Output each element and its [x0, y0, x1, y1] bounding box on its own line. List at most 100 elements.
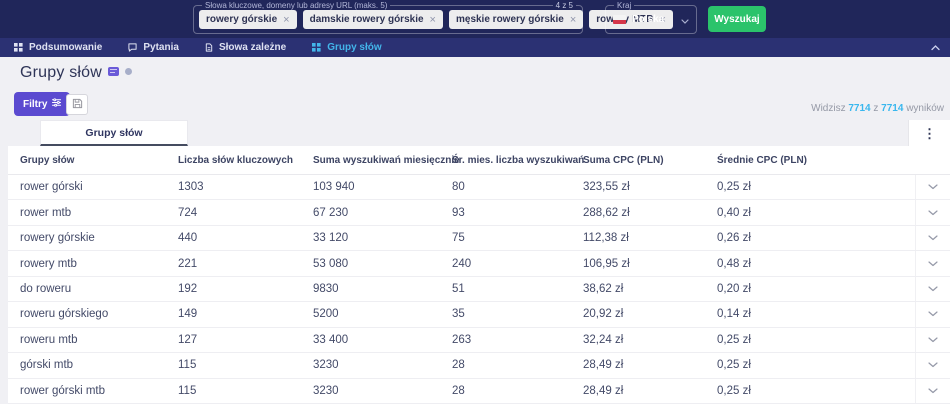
cell-cpc-avg: 0,20 zł [717, 282, 751, 295]
table-row[interactable]: do roweru 192 9830 51 38,62 zł 0,20 zł [8, 276, 950, 303]
grid-icon [14, 43, 23, 52]
cell-monthly-searches-sum: 103 940 [313, 181, 355, 194]
cell-cpc-sum: 20,92 zł [583, 308, 624, 321]
row-expand-chevron-icon[interactable] [915, 353, 950, 378]
row-expand-chevron-icon[interactable] [915, 251, 950, 276]
table-options-button[interactable]: ⋮ [908, 120, 950, 146]
column-header-sr-mies[interactable]: Śr. mies. liczba wyszukiwań [452, 154, 585, 166]
table-row[interactable]: górski mtb 115 3230 28 28,49 zł 0,25 zł [8, 353, 950, 379]
column-header-suma-cpc[interactable]: Suma CPC (PLN) [583, 154, 664, 166]
nav-item-slowa-zalezne[interactable]: Słowa zależne [205, 42, 286, 53]
keyword-tag-label: rowery górskie [206, 14, 278, 25]
country-select[interactable]: Kraj Polska [605, 1, 697, 34]
cell-monthly-searches-sum: 33 400 [313, 333, 349, 346]
cell-cpc-sum: 28,49 zł [583, 359, 624, 372]
remove-tag-icon[interactable]: × [283, 13, 290, 26]
country-value: Polska [632, 14, 665, 25]
filters-button[interactable]: Filtry [14, 92, 71, 116]
tab-grupy-slow[interactable]: Grupy słów [40, 120, 188, 146]
table-row[interactable]: roweru mtb 127 33 400 263 32,24 zł 0,25 … [8, 327, 950, 354]
cell-keywords-count: 724 [178, 206, 198, 219]
cell-monthly-searches-sum: 33 120 [313, 232, 349, 245]
cell-group-name: górski mtb [20, 359, 74, 372]
collapse-panel-icon[interactable] [931, 44, 940, 51]
column-header-liczba-slow[interactable]: Liczba słów kluczowych [178, 154, 294, 166]
table-body: rower górski 1303 103 940 80 323,55 zł 0… [8, 175, 950, 404]
column-header-srednie-cpc[interactable]: Średnie CPC (PLN) [717, 154, 808, 166]
table-header-row: Grupy słów Liczba słów kluczowych Suma w… [8, 146, 950, 175]
cell-monthly-searches-sum: 67 230 [313, 206, 349, 219]
keywords-counter: 4 z 5 [552, 1, 576, 10]
cell-avg-monthly-searches: 263 [452, 333, 472, 346]
table-row[interactable]: rower mtb 724 67 230 93 288,62 zł 0,40 z… [8, 200, 950, 226]
cell-group-name: roweru górskiego [20, 308, 109, 321]
cell-keywords-count: 115 [178, 384, 197, 397]
cell-monthly-searches-sum: 9830 [313, 282, 339, 295]
keyword-tag[interactable]: damskie rowery górskie × [302, 10, 443, 29]
cell-monthly-searches-sum: 3230 [313, 359, 339, 372]
save-view-button[interactable] [66, 94, 88, 115]
remove-tag-icon[interactable]: × [429, 13, 436, 26]
cell-group-name: rower mtb [20, 206, 72, 219]
keyword-tag-label: damskie rowery górskie [309, 14, 424, 25]
row-expand-chevron-icon[interactable] [915, 276, 950, 302]
cell-group-name: do roweru [20, 282, 72, 295]
cell-cpc-sum: 288,62 zł [583, 206, 630, 219]
remove-tag-icon[interactable]: × [569, 13, 577, 26]
results-summary: Widzisz 7714 z 7714 wyników [811, 103, 944, 114]
cell-keywords-count: 221 [178, 257, 198, 270]
cell-cpc-sum: 32,24 zł [583, 333, 624, 346]
chat-bubble-icon [128, 43, 137, 52]
header-spacer [915, 146, 950, 174]
page-title: Grupy słów [20, 64, 103, 81]
cell-cpc-avg: 0,25 zł [717, 333, 751, 346]
nav-item-pytania[interactable]: Pytania [128, 42, 179, 53]
cell-keywords-count: 1303 [178, 181, 204, 194]
table-row[interactable]: rower górski mtb 115 3230 28 28,49 zł 0,… [8, 378, 950, 404]
filter-sliders-icon [52, 98, 62, 110]
cell-group-name: rower górski [20, 181, 83, 194]
table-row[interactable]: roweru górskiego 149 5200 35 20,92 zł 0,… [8, 302, 950, 328]
column-header-suma-wyszukiwan[interactable]: Suma wyszukiwań miesięcznie [313, 154, 460, 166]
keywords-input-field[interactable]: Słowa kluczowe, domeny lub adresy URL (m… [193, 1, 673, 34]
nav-item-grupy-slow[interactable]: Grupy słów [312, 42, 382, 53]
row-expand-chevron-icon[interactable] [915, 378, 950, 403]
row-expand-chevron-icon[interactable] [915, 225, 950, 251]
nav-item-podsumowanie[interactable]: Podsumowanie [14, 42, 102, 53]
cell-avg-monthly-searches: 240 [452, 257, 472, 270]
cell-cpc-sum: 28,49 zł [583, 384, 624, 397]
row-expand-chevron-icon[interactable] [915, 327, 950, 353]
keyword-tag-label: męskie rowery górskie [455, 14, 564, 25]
cell-cpc-avg: 0,48 zł [717, 257, 751, 270]
info-icon[interactable] [125, 67, 133, 75]
keyword-tag[interactable]: męskie rowery górskie × [448, 10, 584, 29]
nav-item-label: Słowa zależne [218, 42, 287, 53]
cell-cpc-avg: 0,25 zł [717, 181, 751, 194]
cell-keywords-count: 127 [178, 333, 198, 346]
topbar: Słowa kluczowe, domeny lub adresy URL (m… [0, 0, 950, 38]
cell-cpc-sum: 106,95 zł [583, 257, 630, 270]
title-row: Grupy słów [20, 64, 133, 82]
nav-item-label: Pytania [143, 42, 179, 53]
keyword-tag[interactable]: rowery górskie × [199, 10, 297, 29]
table-row[interactable]: rower górski 1303 103 940 80 323,55 zł 0… [8, 175, 950, 201]
video-tutorial-icon[interactable] [108, 66, 120, 76]
row-expand-chevron-icon[interactable] [915, 175, 950, 200]
remove-tag-icon[interactable]: × [659, 13, 666, 26]
cell-avg-monthly-searches: 51 [452, 282, 465, 295]
keyword-tags: rowery górskie × damskie rowery górskie … [194, 6, 673, 33]
table-row[interactable]: rowery górskie 440 33 120 75 112,38 zł 0… [8, 225, 950, 252]
row-expand-chevron-icon[interactable] [915, 302, 950, 327]
navbar: Podsumowanie Pytania Słowa zależne Grupy… [0, 38, 950, 57]
search-button[interactable]: Wyszukaj [708, 6, 766, 32]
cell-keywords-count: 149 [178, 308, 198, 321]
cell-keywords-count: 440 [178, 232, 198, 245]
column-header-grupy-slow[interactable]: Grupy słów [20, 154, 75, 166]
table-row[interactable]: rowery mtb 221 53 080 240 106,95 zł 0,48… [8, 251, 950, 277]
cell-cpc-avg: 0,14 zł [717, 308, 751, 321]
row-expand-chevron-icon[interactable] [915, 200, 950, 225]
cell-cpc-sum: 112,38 zł [583, 232, 629, 245]
cell-avg-monthly-searches: 80 [452, 181, 465, 194]
cell-group-name: roweru mtb [20, 333, 78, 346]
cell-monthly-searches-sum: 5200 [313, 308, 339, 321]
